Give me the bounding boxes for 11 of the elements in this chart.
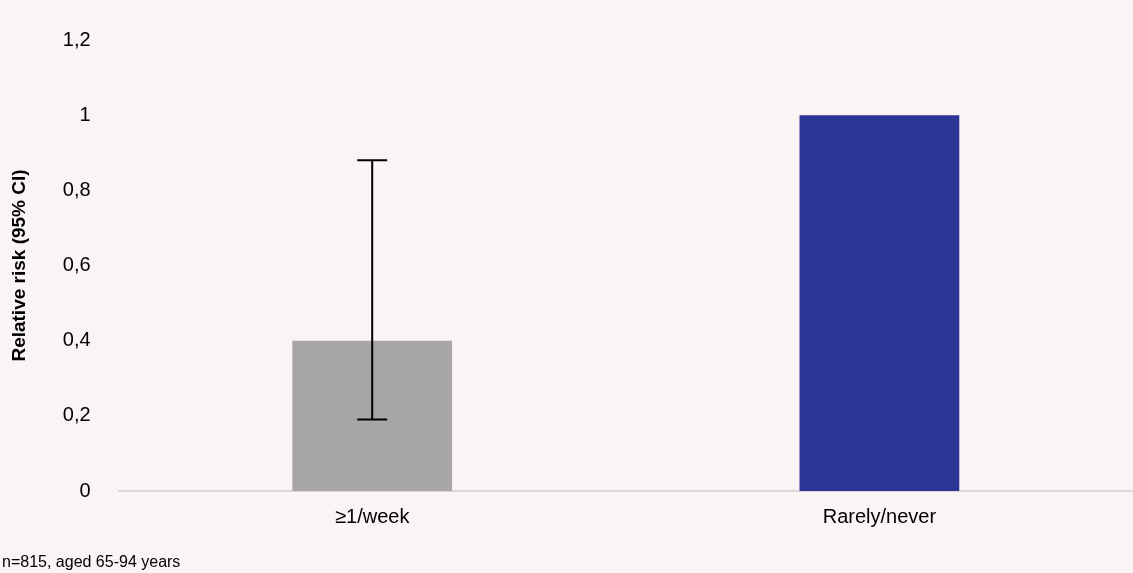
y-tick-label: 0,6 <box>62 253 91 276</box>
y-tick-label: 1 <box>79 102 91 125</box>
text: n=815, aged 65-94 years <box>2 553 181 571</box>
y-tick-label: 0,4 <box>62 328 91 351</box>
y-tick-label: 0,2 <box>62 403 91 426</box>
y-tick-label: 1,2 <box>62 27 91 50</box>
x-tick-label: ≥1/week <box>335 504 411 527</box>
y-axis-title: Relative risk (95% CI) <box>7 169 29 362</box>
x-tick-label: Rarely/never <box>822 504 937 527</box>
y-tick-label: 0 <box>79 478 91 501</box>
y-tick-label: 0,8 <box>62 177 91 200</box>
